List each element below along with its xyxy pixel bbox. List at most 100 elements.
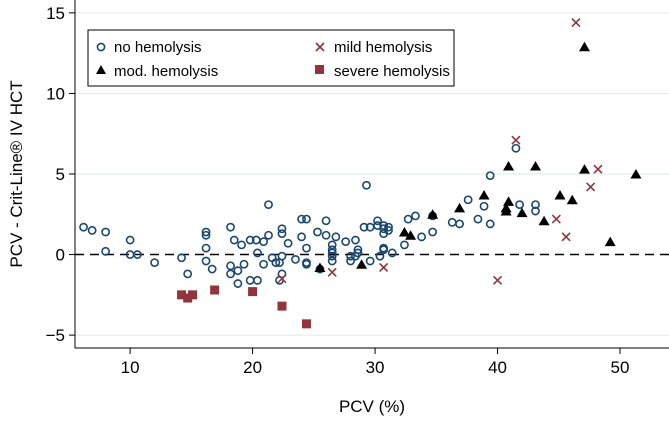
data-point-circle <box>201 227 211 237</box>
data-point-circle <box>226 269 235 279</box>
y-tick-label: 10 <box>46 84 65 103</box>
data-point-triangle <box>398 227 410 237</box>
data-point-x <box>492 275 503 285</box>
data-point-x <box>379 262 389 273</box>
legend-marker-circle <box>96 42 106 52</box>
data-point-circle <box>253 275 262 285</box>
data-point-triangle <box>516 207 528 218</box>
data-point-circle <box>229 235 239 245</box>
data-point-x <box>593 164 603 174</box>
data-point-circle <box>346 251 355 261</box>
x-tick-label: 20 <box>243 358 262 377</box>
data-point-circle <box>259 259 269 269</box>
data-point-circle <box>101 246 111 256</box>
data-point-circle <box>125 235 135 245</box>
data-point-circle <box>245 235 255 245</box>
data-point-x <box>511 135 521 145</box>
data-point-circle <box>297 214 306 224</box>
data-point-circle <box>291 254 300 264</box>
data-point-circle <box>201 230 211 240</box>
gridlines <box>75 12 669 336</box>
data-point-circle <box>375 251 385 261</box>
data-point-circle <box>327 240 337 250</box>
data-point-square <box>277 301 287 311</box>
data-point-circle <box>531 206 540 216</box>
data-point-triangle <box>566 194 578 205</box>
data-point-circle <box>226 222 235 232</box>
data-point-circle <box>297 232 306 242</box>
data-point-circle <box>379 224 389 234</box>
data-point-circle <box>463 195 473 205</box>
data-point-circle <box>403 214 413 224</box>
legend-label-mild-hemolysis: mild hemolysis <box>334 39 432 56</box>
data-point-circle <box>239 259 249 269</box>
data-point-circle <box>283 238 293 248</box>
data-point-triangle <box>554 189 566 200</box>
series-mild-hemolysis <box>277 17 603 285</box>
data-point-circle <box>177 253 186 263</box>
x-tick-label: 40 <box>488 358 507 377</box>
data-point-square <box>183 293 193 303</box>
y-tick-label: 5 <box>56 165 65 184</box>
data-point-circle <box>277 269 287 279</box>
data-point-circle <box>233 279 243 288</box>
data-point-circle <box>341 237 351 247</box>
data-point-circle <box>384 222 393 232</box>
data-point-triangle <box>578 41 590 52</box>
data-point-circle <box>447 217 457 227</box>
y-axis-label: PCV - Crit-Line® IV HCT <box>7 80 26 267</box>
data-point-circle <box>411 211 420 221</box>
legend-label-mod-hemolysis: mod. hemolysis <box>114 63 218 80</box>
data-point-circle <box>321 216 331 226</box>
legend-label-severe-hemolysis: severe hemolysis <box>334 63 450 80</box>
data-point-circle <box>351 235 360 245</box>
data-point-triangle <box>427 209 439 219</box>
y-tick-label: −5 <box>46 326 65 345</box>
data-point-circle <box>313 227 322 237</box>
data-point-circle <box>226 261 235 271</box>
data-point-triangle <box>478 189 490 200</box>
data-point-circle <box>302 214 311 224</box>
data-point-square <box>188 290 198 300</box>
data-point-x <box>571 17 581 28</box>
x-axis-label: PCV (%) <box>339 397 405 416</box>
data-point-circle <box>259 237 269 247</box>
data-point-circle <box>379 221 389 230</box>
data-point-circle <box>428 227 438 237</box>
data-point-square <box>248 287 258 297</box>
x-tick-label: 30 <box>366 358 385 377</box>
x-tick-label: 10 <box>121 358 140 377</box>
series-no-hemolysis <box>79 143 540 288</box>
data-point-circle <box>327 251 337 261</box>
data-point-circle <box>331 232 341 242</box>
data-point-circle <box>271 258 281 268</box>
data-point-circle <box>362 180 371 190</box>
data-point-triangle <box>503 160 515 171</box>
data-point-circle <box>384 225 393 235</box>
legend-label-no-hemolysis: no hemolysis <box>114 39 202 56</box>
data-point-circle <box>353 245 363 255</box>
data-point-circle <box>515 200 524 210</box>
data-point-x <box>277 274 287 284</box>
data-point-triangle <box>630 169 642 179</box>
legend-marker-square <box>315 65 324 74</box>
data-point-triangle <box>500 206 512 216</box>
data-point-circle <box>485 171 495 181</box>
data-point-square <box>210 285 220 295</box>
data-point-circle <box>485 219 495 229</box>
x-axis-ticks: 10 20 30 40 50 <box>121 348 630 377</box>
data-point-circle <box>417 232 427 242</box>
data-point-circle <box>327 256 337 266</box>
legend-marker-triangle <box>96 65 106 74</box>
data-point-circle <box>400 240 409 250</box>
data-point-circle <box>264 200 273 210</box>
series-severe-hemolysis <box>177 285 311 329</box>
data-point-circle <box>379 245 389 255</box>
data-point-triangle <box>405 230 417 240</box>
y-tick-label: 0 <box>56 246 65 265</box>
data-point-circle <box>101 227 111 237</box>
data-point-triangle <box>356 259 368 269</box>
data-point-circle <box>237 240 246 250</box>
x-tick-label: 50 <box>611 358 630 377</box>
data-point-circle <box>359 222 369 232</box>
